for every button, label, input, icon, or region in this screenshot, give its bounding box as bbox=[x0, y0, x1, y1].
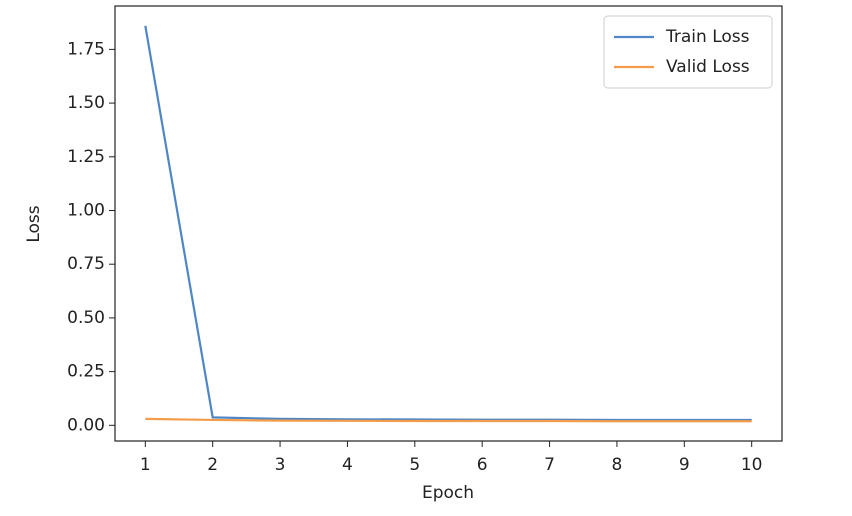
x-tick-label: 3 bbox=[275, 455, 286, 475]
x-tick-label: 2 bbox=[207, 455, 218, 475]
x-tick-label: 8 bbox=[612, 455, 623, 475]
legend-label: Valid Loss bbox=[666, 57, 750, 77]
x-tick-label: 6 bbox=[477, 455, 488, 475]
x-tick-label: 1 bbox=[140, 455, 151, 475]
y-tick-label: 0.00 bbox=[67, 415, 105, 435]
legend-box bbox=[603, 15, 773, 89]
x-tick-label: 7 bbox=[544, 455, 555, 475]
legend-label: Train Loss bbox=[665, 27, 750, 47]
line-series bbox=[144, 25, 752, 422]
y-tick-label: 0.25 bbox=[67, 362, 105, 382]
plot-frame bbox=[114, 5, 783, 442]
x-tick-label: 10 bbox=[741, 455, 763, 475]
x-tick-label: 9 bbox=[679, 455, 690, 475]
y-tick-label: 0.50 bbox=[67, 308, 105, 328]
y-tick-label: 1.25 bbox=[67, 147, 105, 167]
y-tick-label: 1.75 bbox=[67, 39, 105, 59]
y-tick-label: 1.00 bbox=[67, 201, 105, 221]
x-tick-label: 4 bbox=[342, 455, 353, 475]
line-series bbox=[145, 417, 752, 423]
y-axis-label: Loss bbox=[24, 205, 44, 242]
x-axis-label: Epoch bbox=[422, 483, 474, 503]
y-tick-label: 1.50 bbox=[67, 93, 105, 113]
x-tick-label: 5 bbox=[409, 455, 420, 475]
y-tick-label: 0.75 bbox=[67, 254, 105, 274]
